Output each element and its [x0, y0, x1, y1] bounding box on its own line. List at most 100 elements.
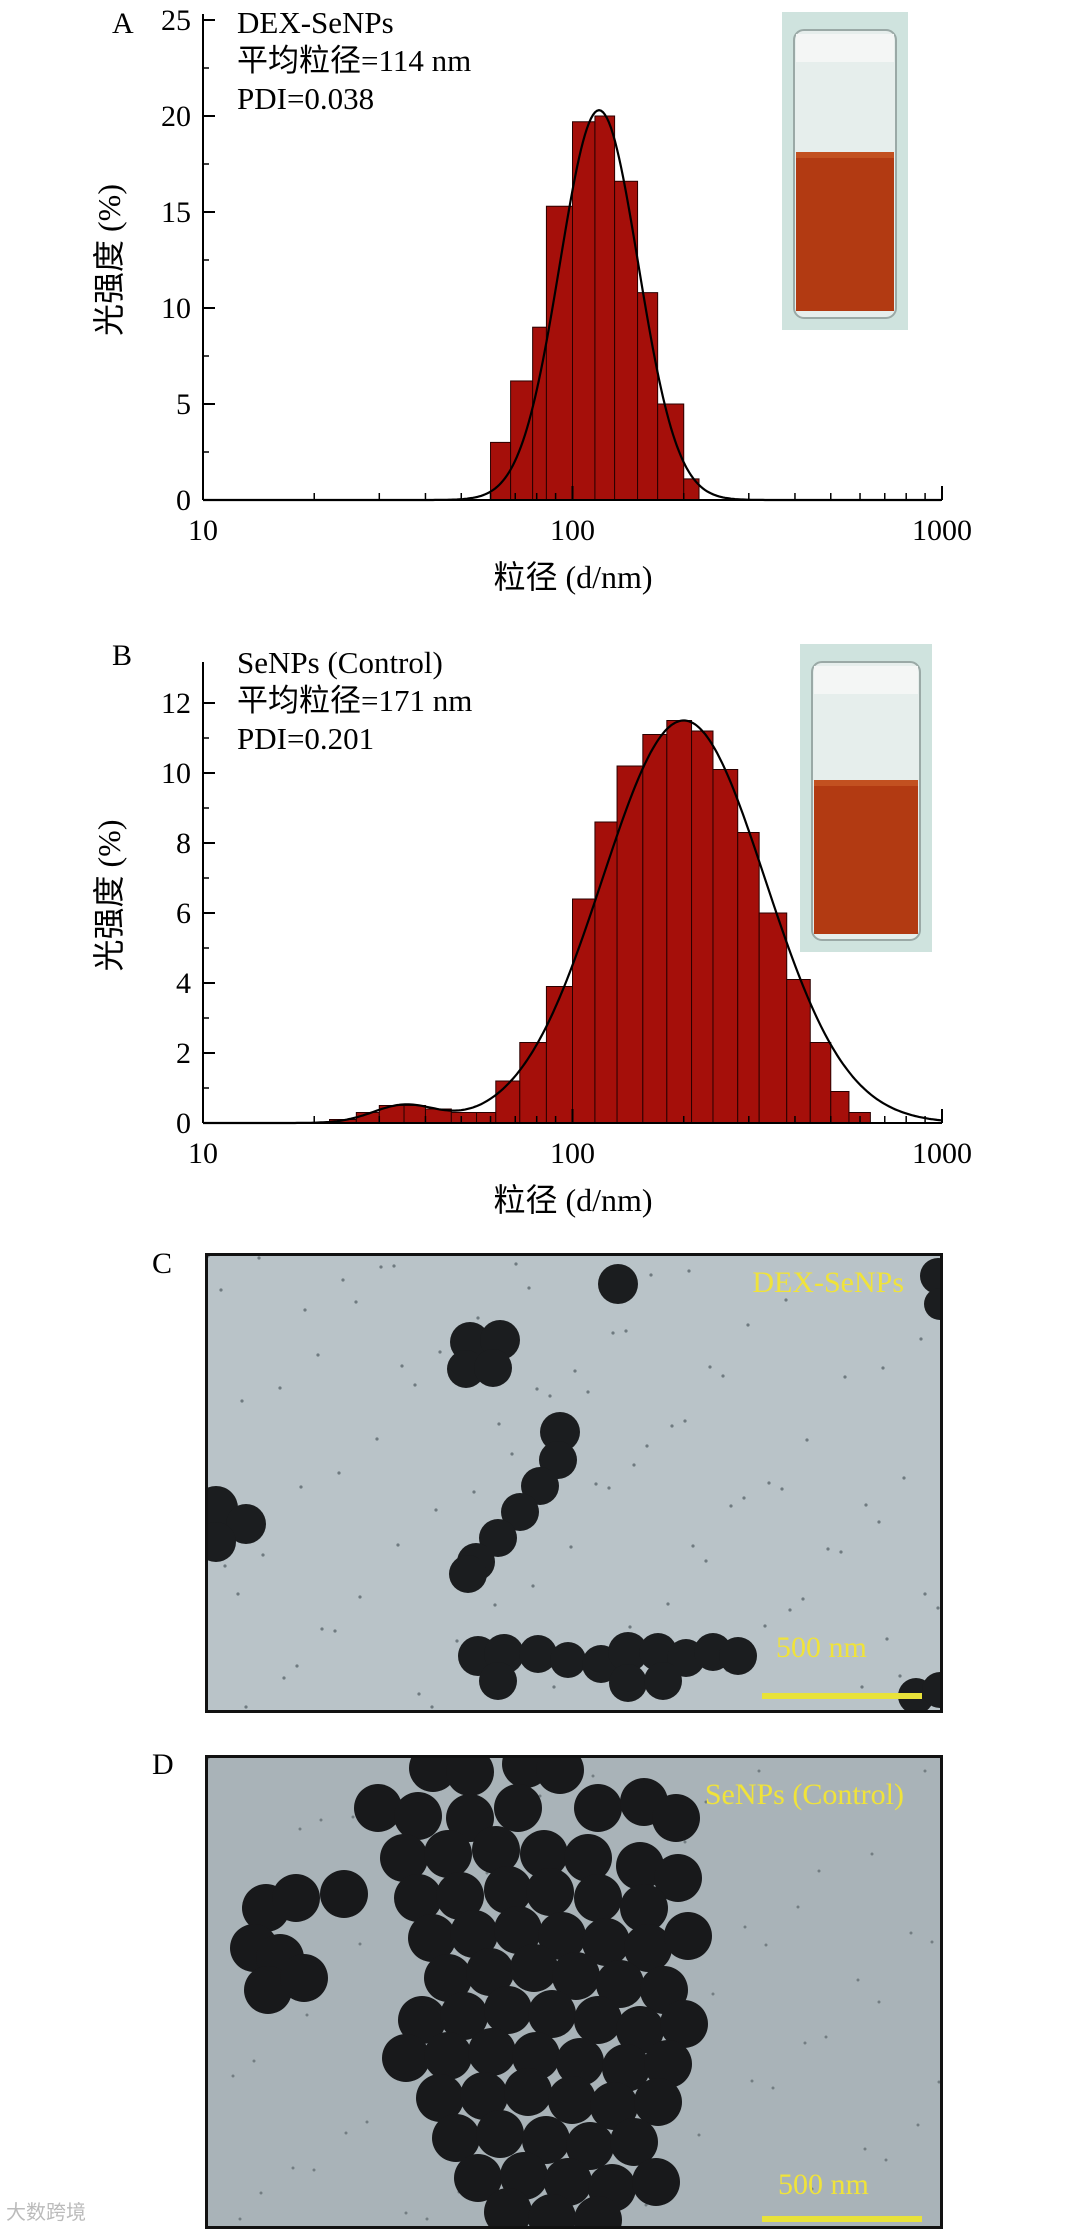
panel-letter: A: [112, 7, 134, 40]
y-tick-label-5: 25: [161, 4, 191, 37]
speckle-18: [476, 1316, 480, 1320]
speckle-88: [624, 1329, 628, 1333]
speckle-72: [548, 1394, 552, 1398]
nanoparticle-21: [526, 1868, 574, 1916]
vial-liquid: [814, 780, 918, 934]
nanoparticle-31: [408, 1914, 456, 1962]
y-axis-label: 光强度 (%): [91, 184, 127, 336]
speckle-5: [771, 2086, 775, 2090]
histogram-bar-7: [495, 1080, 521, 1124]
speckle-0: [208, 1758, 210, 1760]
speckle-44: [784, 1298, 788, 1302]
tem-image-senps-control: SeNPs (Control) 500 nm: [205, 1755, 943, 2229]
y-axis-label: 光强度 (%): [91, 820, 127, 972]
speckle-38: [940, 1429, 943, 1432]
tem-particles-c: [208, 1256, 943, 1710]
nanoparticle-38: [424, 1954, 472, 2002]
speckle-57: [569, 1545, 573, 1549]
histogram-bar-9: [545, 986, 573, 1124]
histogram-bar-13: [642, 734, 668, 1124]
inset-vial-photo: [782, 12, 908, 330]
nanoparticle-22: [608, 1632, 648, 1672]
speckle-11: [535, 1387, 539, 1391]
tem-particles-d: [208, 1758, 940, 2226]
speckle-86: [430, 1705, 434, 1709]
speckle-64: [796, 1905, 800, 1909]
histogram-bar-5: [450, 1112, 478, 1124]
y-tick-label-3: 15: [161, 196, 191, 229]
nanoparticle-58: [416, 2074, 464, 2122]
speckle-7: [259, 2191, 263, 2195]
annotation-2: PDI=0.201: [237, 721, 374, 756]
nanoparticle-26: [719, 1637, 757, 1675]
speckle-51: [803, 2041, 807, 2045]
tem-sample-label-d: SeNPs (Control): [704, 1778, 904, 1811]
nanoparticle-33: [494, 1906, 542, 1954]
nanoparticle-62: [590, 2082, 638, 2130]
nanoparticle-45: [440, 1992, 488, 2040]
speckle-69: [257, 1256, 261, 1260]
speckle-64: [510, 1452, 514, 1456]
speckle-63: [413, 1383, 417, 1387]
histogram-bar-6: [614, 180, 639, 501]
histogram-bar-0: [490, 441, 512, 501]
nanoparticle-54: [512, 2032, 560, 2080]
nanoparticle-25: [272, 1874, 320, 1922]
nanoparticle-0: [598, 1264, 638, 1304]
histogram-bar-14: [666, 720, 693, 1124]
nanoparticle-48: [574, 1996, 622, 2044]
nanoparticle-32: [450, 1910, 498, 1958]
speckle-78: [392, 1264, 396, 1268]
speckle-37: [843, 1375, 847, 1379]
speckle-89: [721, 1374, 725, 1378]
nanoparticle-71: [544, 2158, 592, 2206]
nanoparticle-8: [574, 1784, 622, 1832]
nanoparticle-28: [609, 1664, 647, 1702]
nanoparticle-31: [922, 1672, 940, 1708]
speckle-34: [358, 1942, 362, 1946]
vial-cap: [796, 34, 894, 62]
nanoparticle-39: [466, 1948, 514, 1996]
speckle-27: [305, 2013, 309, 2017]
speckle-50: [628, 1625, 632, 1629]
nanoparticle-14: [520, 1830, 568, 1878]
speckle-54: [278, 1386, 282, 1390]
speckle-75: [839, 1550, 843, 1554]
y-tick-label-6: 12: [161, 687, 191, 720]
y-tick-label-4: 8: [176, 827, 191, 860]
watermark: 大数跨境: [6, 2200, 86, 2224]
nanoparticle-44: [398, 1996, 446, 2044]
nanoparticle-22: [574, 1874, 622, 1922]
speckle-48: [434, 1508, 438, 1512]
nanoparticle-5: [447, 1350, 485, 1388]
histogram-bar-16: [712, 769, 739, 1124]
speckle-11: [711, 1992, 715, 1996]
speckle-21: [365, 2120, 369, 2124]
histogram-bar-21: [830, 1091, 850, 1124]
speckle-27: [611, 1331, 615, 1335]
y-tick-label-3: 6: [176, 897, 191, 930]
nanoparticle-7: [540, 1412, 580, 1452]
speckle-9: [341, 1278, 345, 1282]
y-tick-label-0: 0: [176, 484, 191, 517]
histogram-bar-1: [510, 380, 534, 501]
scale-bar-d: [762, 2216, 922, 2222]
nanoparticle-20: [484, 1866, 532, 1914]
nanoparticle-73: [632, 2158, 680, 2206]
panel-letter: B: [112, 639, 132, 672]
x-tick-label-1: 100: [550, 514, 595, 547]
nanoparticle-19: [519, 1635, 557, 1673]
histogram-bar-8: [519, 1042, 547, 1124]
vial-meniscus: [814, 780, 918, 786]
histogram-bar-15: [691, 730, 714, 1124]
nanoparticle-41: [552, 1952, 600, 2000]
speckle-28: [708, 1365, 712, 1369]
speckle-60: [344, 2131, 348, 2135]
speckle-56: [472, 1490, 476, 1494]
speckle-35: [649, 1273, 653, 1277]
speckle-87: [527, 1286, 531, 1290]
nanoparticle-11: [479, 1519, 517, 1557]
speckle-33: [455, 1639, 459, 1643]
nanoparticle-17: [654, 1854, 702, 1902]
speckle-32: [358, 1595, 362, 1599]
